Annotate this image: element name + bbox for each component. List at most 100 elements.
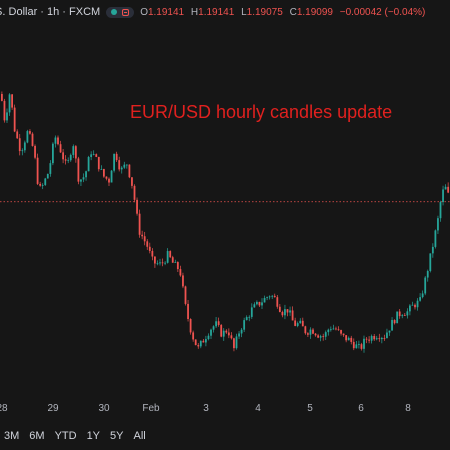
candle (97, 156, 100, 172)
candle (365, 337, 368, 344)
candle (248, 315, 251, 322)
x-tick-label: 28 (0, 403, 8, 414)
candle (406, 308, 409, 319)
candle-body (3, 100, 6, 121)
candle (442, 185, 444, 206)
candle-body (59, 144, 62, 153)
candle-body (110, 170, 113, 183)
range-button-all[interactable]: All (133, 430, 146, 442)
candle (253, 302, 256, 308)
candle (271, 294, 274, 300)
candle-body (115, 153, 118, 161)
candle (250, 303, 253, 319)
candle (23, 140, 26, 153)
candle (166, 248, 169, 264)
range-button-5y[interactable]: 5Y (110, 430, 124, 442)
candle-body (414, 304, 416, 308)
candle (103, 168, 105, 178)
candle (301, 317, 304, 327)
market-status-pill[interactable] (106, 6, 135, 18)
candle (263, 295, 266, 303)
candle (332, 324, 335, 330)
candle (1, 91, 3, 102)
candle (294, 317, 297, 327)
candle (296, 321, 299, 328)
candle (398, 308, 401, 319)
candle-body (87, 157, 90, 172)
range-button-ytd[interactable]: YTD (54, 430, 77, 442)
candle-body (36, 157, 39, 184)
candle-body (169, 251, 172, 258)
candle-body (187, 303, 189, 320)
candle (238, 330, 240, 339)
candle-body (85, 171, 87, 178)
candle (29, 129, 31, 135)
candle-body (31, 133, 34, 146)
candle (67, 157, 70, 164)
candle (245, 315, 248, 321)
candle (225, 329, 228, 334)
candle (156, 260, 159, 266)
range-button-3m[interactable]: 3M (4, 430, 20, 442)
candle (378, 333, 381, 342)
candle-body (335, 328, 337, 330)
candle (18, 134, 21, 156)
candle (309, 327, 312, 339)
candle-body (131, 177, 133, 186)
candle-body (57, 137, 59, 145)
candlestick-chart[interactable] (0, 24, 450, 398)
candle-body (403, 315, 406, 317)
candle (401, 314, 404, 319)
candle-body (212, 326, 215, 330)
candle (319, 334, 322, 342)
candle-body (307, 333, 309, 335)
candle-body (243, 320, 246, 330)
candle-body (299, 320, 302, 324)
candle-body (352, 341, 355, 349)
candle (138, 209, 141, 238)
x-tick-label: 3 (203, 403, 209, 414)
candle (278, 303, 281, 313)
candle-body (304, 326, 307, 334)
candle-body (29, 131, 31, 134)
candle (291, 306, 294, 321)
range-selector: 3M 6M YTD 1Y 5Y All (0, 426, 450, 446)
candle (439, 200, 442, 222)
ohlc-close-value: 1.19099 (296, 6, 333, 18)
candle-body (210, 329, 212, 336)
symbol-title[interactable]: .S. Dollar · 1h · FXCM (0, 6, 101, 18)
candle (419, 293, 421, 302)
candle-body (146, 241, 149, 247)
candle-body (345, 335, 348, 341)
candle-body (207, 335, 210, 340)
candle-body (164, 262, 166, 264)
candle (375, 335, 378, 341)
candle-body (49, 163, 52, 174)
candle (174, 259, 177, 263)
candle (131, 177, 133, 189)
range-button-1y[interactable]: 1Y (86, 430, 101, 442)
candle-body (327, 329, 330, 333)
candle (36, 153, 39, 185)
range-button-6m[interactable]: 6M (29, 430, 45, 442)
candle-body (80, 179, 82, 182)
candle (324, 330, 327, 341)
candle (164, 261, 166, 266)
candle (368, 336, 370, 344)
candle-body (136, 199, 138, 214)
candle (358, 340, 360, 349)
candle (373, 333, 376, 341)
candle-body (52, 143, 54, 164)
ohlc-open-key: O (140, 6, 148, 18)
candle (69, 153, 72, 162)
candle (187, 299, 189, 322)
ohlc-readout: O1.19141 H1.19141 L1.19075 C1.19099 −0.0… (140, 7, 429, 18)
candle-body (217, 321, 220, 325)
candle-body (128, 164, 131, 178)
x-tick-label: Feb (142, 403, 160, 414)
candle (370, 334, 373, 344)
candle-body (54, 137, 57, 144)
candle (329, 326, 332, 332)
candle-body (380, 338, 383, 340)
candle-body (332, 328, 335, 330)
